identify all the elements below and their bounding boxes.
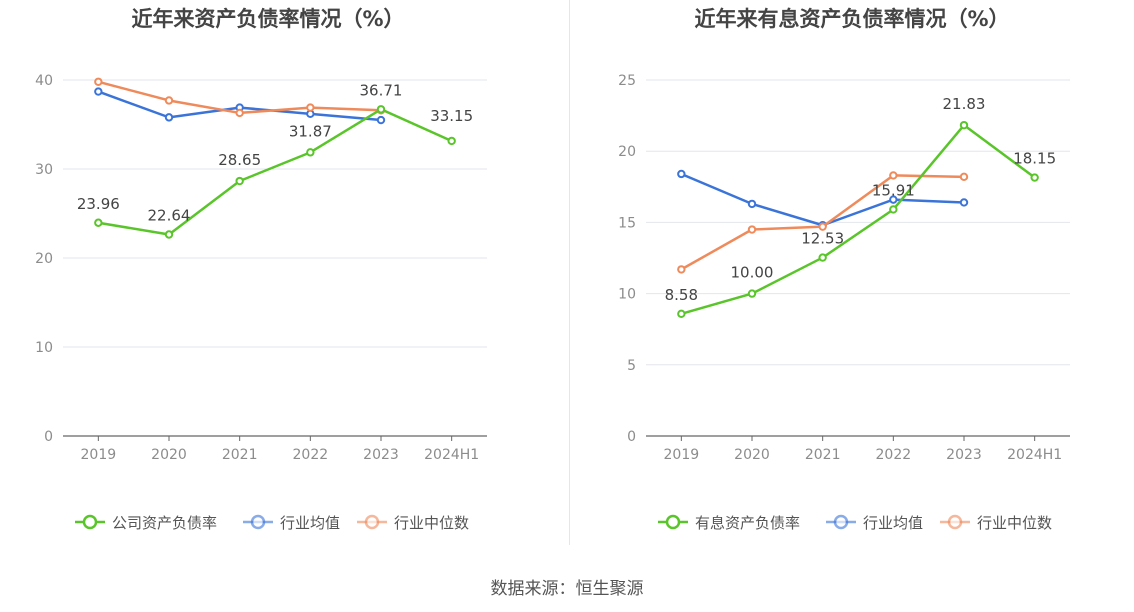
y-tick-label: 20 (35, 251, 53, 267)
x-tick-label: 2022 (293, 447, 329, 463)
chart-1: 近年来资产负债率情况（%） 0 10 20 30 40 2019 2020 2021 2022 20… (35, 7, 487, 532)
legend-item-company[interactable]: 有息资产负债率 (658, 514, 800, 532)
x-tick-label: 2019 (664, 447, 700, 463)
data-point-company (889, 205, 898, 214)
y-tick-label: 20 (618, 144, 636, 160)
legend-item-company[interactable]: 公司资产负债率 (75, 514, 217, 532)
y-tick-label: 10 (618, 287, 636, 303)
data-point-median (818, 222, 827, 231)
chart-2: 近年来有息资产负债率情况（%） 0 5 10 15 20 25 2019 2020 2021 202… (618, 7, 1070, 532)
data-point-company (164, 230, 174, 239)
data-point-median (235, 108, 244, 118)
legend-label: 行业中位数 (977, 514, 1052, 532)
data-label: 12.53 (801, 230, 844, 248)
legend-item-median[interactable]: 行业中位数 (357, 514, 469, 532)
legend-label: 有息资产负债率 (695, 514, 800, 532)
data-label: 22.64 (148, 207, 191, 225)
data-label: 28.65 (218, 151, 261, 169)
y-tick-label: 25 (618, 73, 636, 89)
data-point-median (959, 172, 969, 182)
data-point-avg (164, 113, 174, 122)
data-label: 33.15 (430, 107, 473, 125)
data-label: 36.71 (360, 81, 403, 99)
legend-swatch-marker (82, 514, 98, 530)
legend-swatch-marker (250, 514, 266, 530)
data-point-avg (376, 115, 386, 125)
legend-label: 公司资产负债率 (112, 514, 217, 532)
y-tick-label: 15 (618, 215, 636, 231)
y-tick-label: 10 (35, 340, 53, 356)
x-tick-label: 2020 (734, 447, 770, 463)
y-tick-label: 0 (44, 429, 53, 445)
x-tick-label: 2022 (876, 447, 912, 463)
legend-swatch-marker (364, 514, 380, 530)
x-tick-label: 2024H1 (1007, 447, 1062, 463)
data-point-company (677, 309, 686, 319)
data-label: 31.87 (289, 122, 332, 140)
data-point-median (164, 96, 174, 105)
panel-divider (569, 0, 570, 545)
data-label: 23.96 (77, 195, 120, 213)
chart-title: 近年来资产负债率情况（%） (131, 7, 404, 31)
x-tick-label: 2020 (151, 447, 187, 463)
data-label: 10.00 (731, 264, 774, 282)
data-point-company (376, 105, 386, 114)
data-label: 21.83 (943, 95, 986, 113)
data-point-median (677, 265, 686, 274)
series-line-avg (680, 172, 965, 227)
data-point-company (747, 289, 757, 298)
data-point-avg (677, 169, 686, 179)
data-point-avg (889, 195, 898, 204)
x-tick-label: 2019 (81, 447, 117, 463)
data-point-median (94, 77, 103, 86)
data-point-company (1030, 173, 1039, 182)
y-tick-label: 30 (35, 162, 53, 178)
data-point-company (235, 176, 244, 186)
data-point-company (959, 120, 969, 130)
data-point-company (94, 218, 103, 227)
x-tick-label: 2021 (222, 447, 258, 463)
data-point-median (306, 103, 315, 112)
data-label: 18.15 (1013, 150, 1056, 168)
legend-swatch-marker (947, 514, 963, 530)
data-point-company (306, 148, 315, 157)
series-line-company (680, 123, 1036, 316)
data-point-median (889, 171, 898, 180)
chart-title: 近年来有息资产负债率情况（%） (694, 7, 1009, 31)
y-tick-label: 40 (35, 73, 53, 89)
legend-swatch-marker (833, 514, 849, 530)
legend-swatch-marker (665, 514, 681, 530)
x-tick-label: 2024H1 (424, 447, 479, 463)
data-label: 15.91 (872, 181, 915, 199)
y-tick-label: 5 (627, 358, 636, 374)
legend-item-median[interactable]: 行业中位数 (940, 514, 1052, 532)
y-tick-label: 0 (627, 429, 636, 445)
data-label: 8.58 (665, 286, 698, 304)
data-point-company (818, 253, 827, 262)
data-source-note: 数据来源：恒生聚源 (490, 579, 644, 599)
legend-label: 行业中位数 (394, 514, 469, 532)
x-tick-label: 2023 (946, 447, 982, 463)
x-tick-label: 2023 (363, 447, 399, 463)
data-point-company (447, 136, 456, 146)
legend-item-avg[interactable]: 行业均值 (826, 514, 923, 532)
series-line-company (98, 108, 453, 236)
legend-item-avg[interactable]: 行业均值 (243, 514, 340, 532)
x-tick-label: 2021 (805, 447, 841, 463)
data-point-avg (747, 199, 757, 209)
data-point-avg (94, 87, 103, 96)
legend-label: 行业均值 (280, 514, 340, 532)
legend-label: 行业均值 (863, 514, 923, 532)
data-point-avg (959, 198, 969, 207)
data-point-median (747, 225, 757, 234)
